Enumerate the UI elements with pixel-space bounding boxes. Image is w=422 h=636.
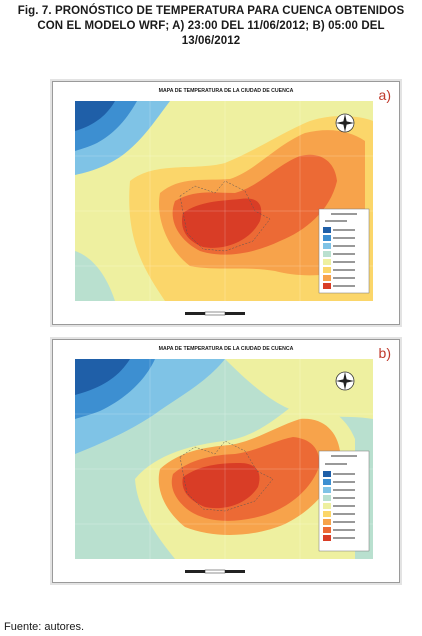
compass-icon bbox=[335, 371, 355, 391]
temperature-map-a bbox=[75, 101, 373, 301]
compass-icon bbox=[335, 113, 355, 133]
legend-box-b bbox=[318, 450, 370, 552]
figure-caption: Fig. 7. PRONÓSTICO DE TEMPERATURA PARA C… bbox=[0, 4, 422, 49]
legend-box-a bbox=[318, 208, 370, 294]
map-panel-b: MAPA DE TEMPERATURA DE LA CIUDAD DE CUEN… bbox=[52, 339, 400, 583]
panel-letter-b: b) bbox=[378, 345, 391, 361]
source-note: Fuente: autores. bbox=[4, 621, 85, 633]
scale-bar-b bbox=[185, 569, 245, 574]
map-title-a: MAPA DE TEMPERATURA DE LA CIUDAD DE CUEN… bbox=[158, 88, 294, 94]
caption-line-1: Fig. 7. PRONÓSTICO DE TEMPERATURA PARA C… bbox=[17, 5, 405, 17]
caption-line-2: CON EL MODELO WRF; A) 23:00 DEL 11/06/20… bbox=[37, 20, 385, 32]
caption-line-3: 13/06/2012 bbox=[181, 35, 241, 47]
scale-bar-a bbox=[185, 311, 245, 316]
map-panel-a: MAPA DE TEMPERATURA DE LA CIUDAD DE CUEN… bbox=[52, 81, 400, 325]
panel-letter-a: a) bbox=[378, 87, 391, 103]
temperature-map-b bbox=[75, 359, 373, 559]
map-title-b: MAPA DE TEMPERATURA DE LA CIUDAD DE CUEN… bbox=[158, 346, 294, 352]
